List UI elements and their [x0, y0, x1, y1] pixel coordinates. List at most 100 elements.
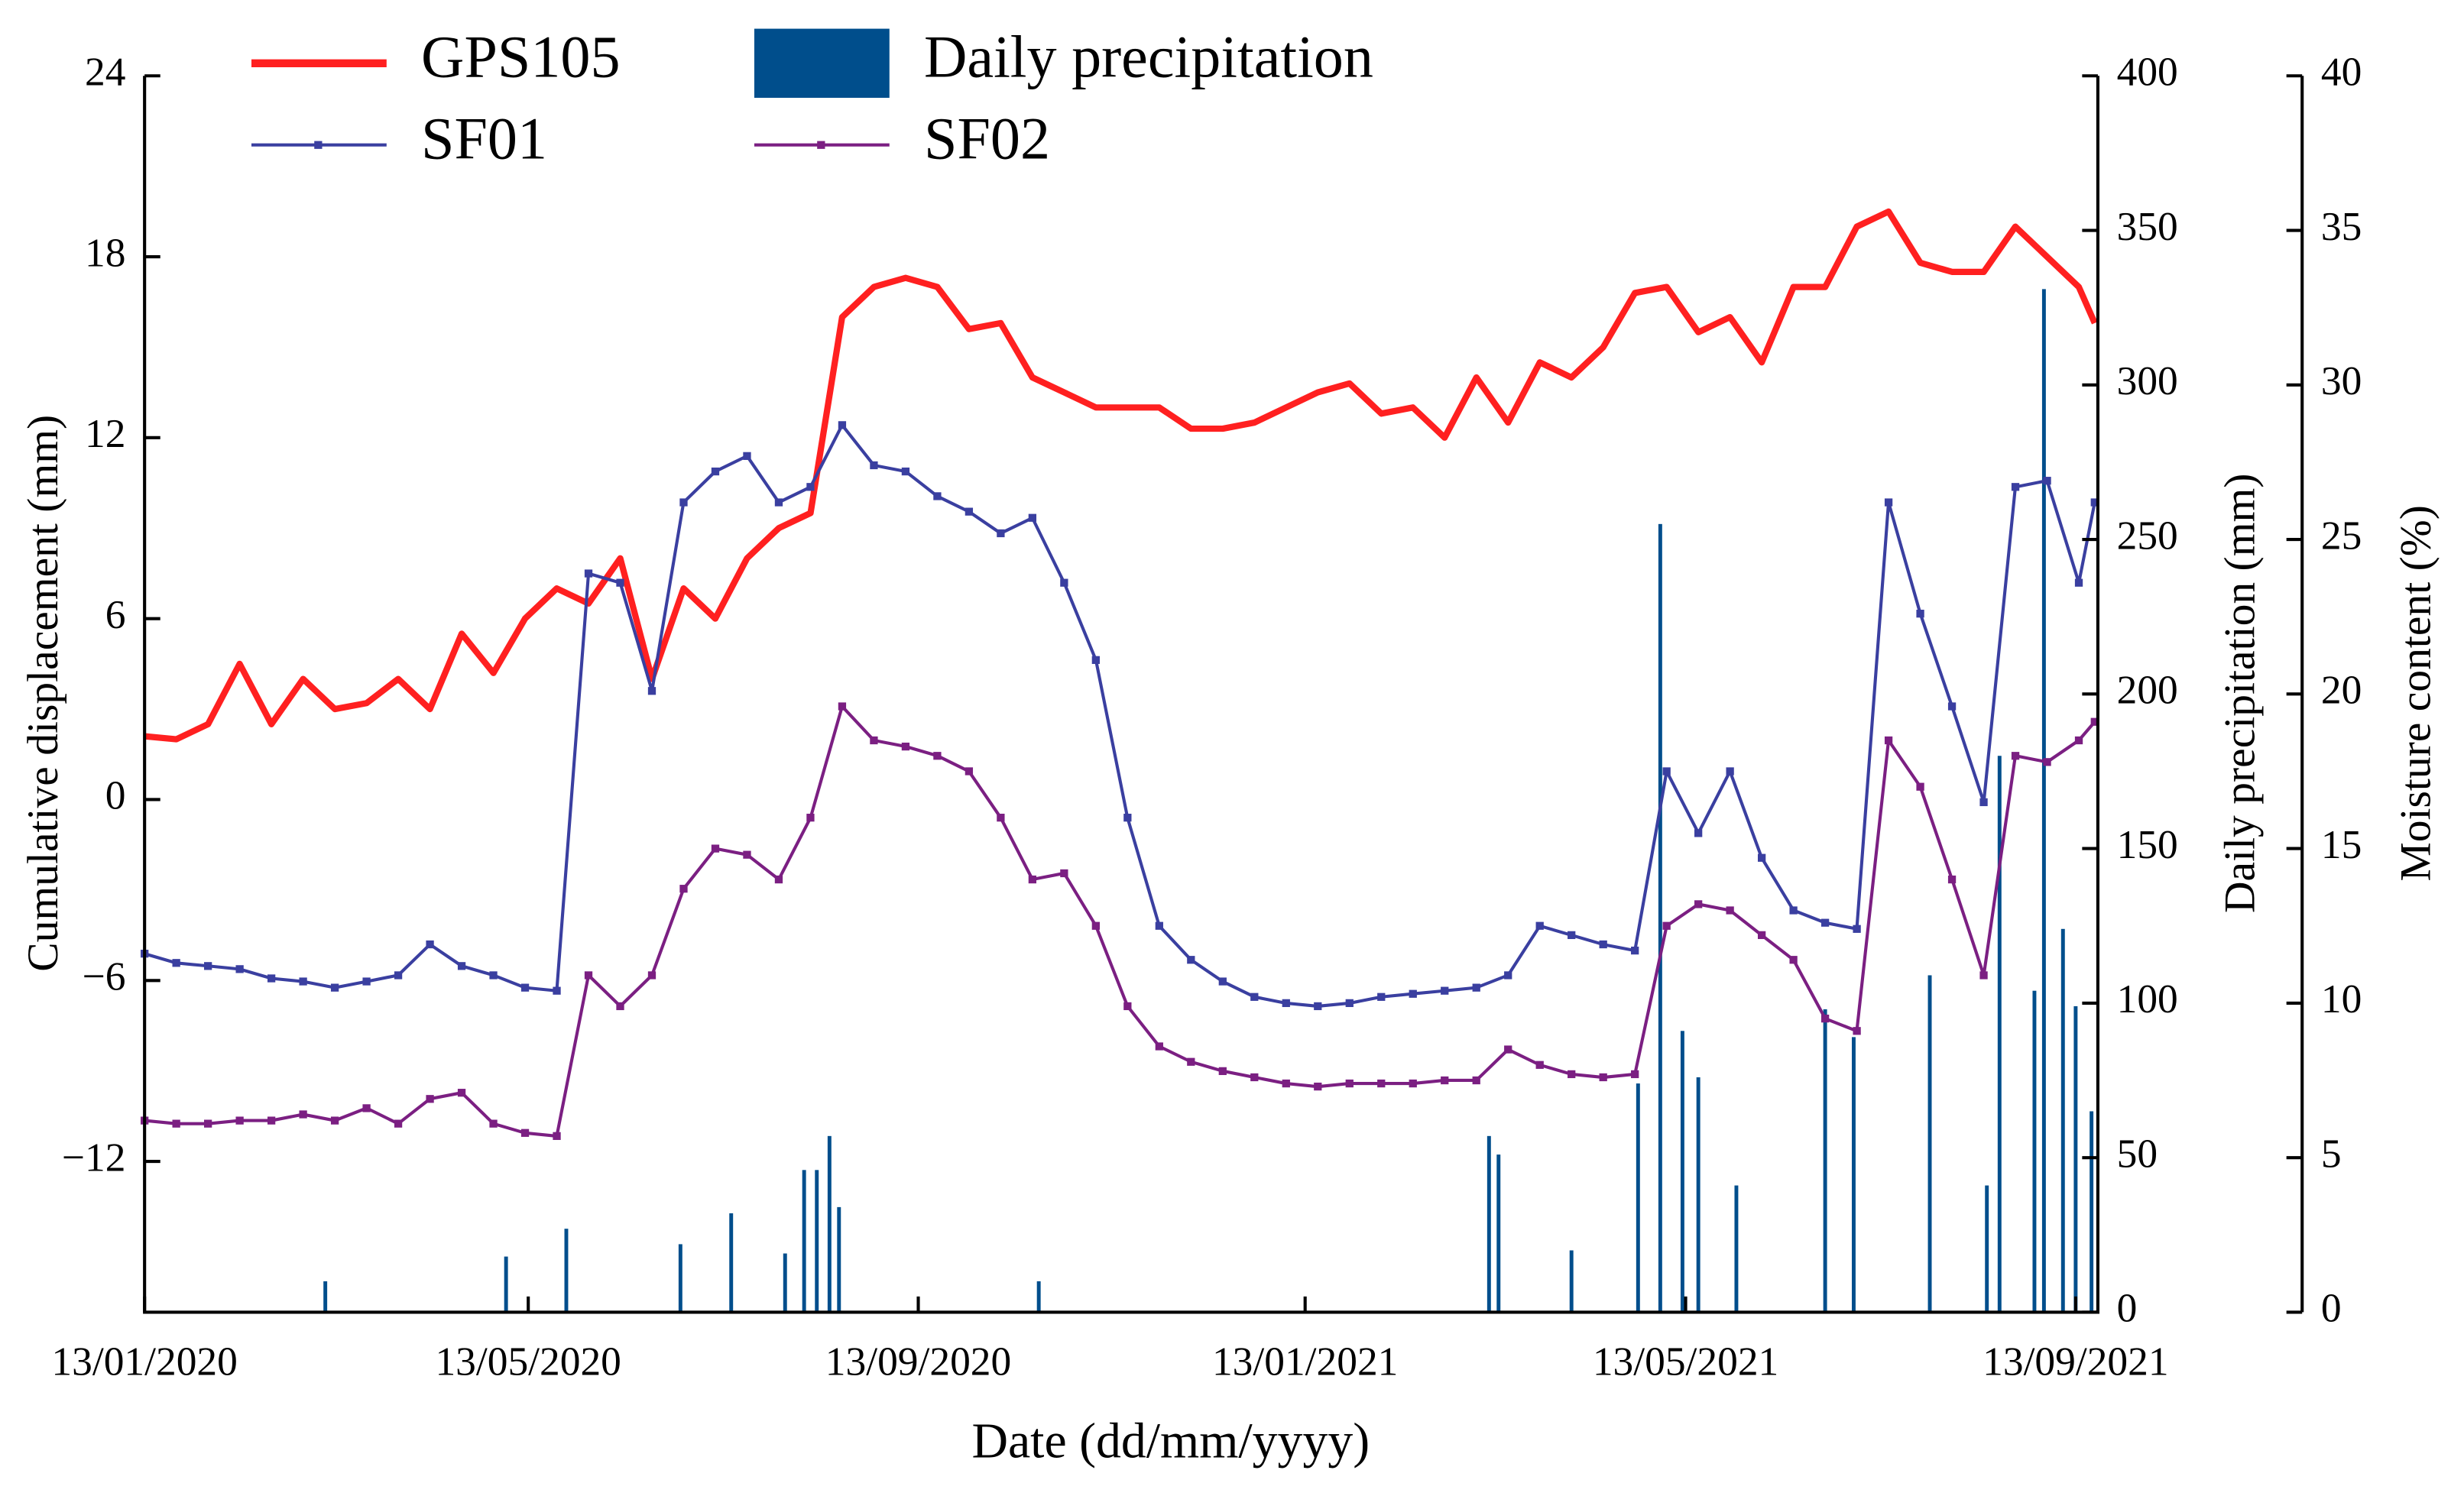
point-marker: [1155, 1042, 1163, 1051]
point-marker: [870, 461, 878, 470]
point-marker: [1726, 906, 1734, 915]
point-marker: [2011, 752, 2020, 760]
precip-bar: [802, 1170, 806, 1313]
y2-tick-label: 0: [2117, 1285, 2138, 1331]
point-marker: [1187, 1057, 1195, 1066]
point-marker: [1947, 702, 1957, 711]
y2-tick-label: 200: [2117, 667, 2178, 713]
x-tick-label: 13/05/2021: [1593, 1339, 1778, 1384]
y3-tick-label: 25: [2321, 512, 2362, 558]
point-marker: [1060, 869, 1068, 878]
point-marker: [838, 421, 847, 429]
precip-bar: [1927, 975, 1932, 1313]
point-marker: [1345, 1079, 1354, 1088]
y2-tick-label: 150: [2117, 821, 2178, 867]
point-marker: [1916, 782, 1924, 791]
y2-tick-label: 400: [2117, 49, 2178, 95]
y3-tick-label: 20: [2321, 667, 2362, 713]
precip-bar: [815, 1170, 819, 1313]
precip-bar: [1496, 1154, 1501, 1313]
point-marker: [1028, 875, 1037, 884]
point-marker: [838, 702, 847, 711]
y2-tick-label: 250: [2117, 512, 2178, 558]
precip-bar: [2032, 990, 2037, 1313]
y3-tick-label: 10: [2321, 976, 2362, 1022]
precip-bar: [2060, 928, 2065, 1313]
point-marker: [1282, 1079, 1290, 1088]
precip-bar: [323, 1281, 328, 1313]
point-marker: [1091, 656, 1100, 664]
point-marker: [362, 1104, 371, 1112]
point-marker: [1155, 921, 1163, 930]
point-marker: [1757, 931, 1766, 940]
precip-bar: [827, 1135, 832, 1313]
point-marker: [1631, 946, 1639, 955]
series-line: [144, 208, 2098, 743]
point-marker: [1504, 1045, 1512, 1054]
x-tick-label: 13/05/2020: [435, 1339, 621, 1384]
point-marker: [1916, 610, 1924, 618]
precip-bar: [1696, 1077, 1700, 1313]
precip-bar: [564, 1229, 569, 1313]
point-marker: [2090, 498, 2099, 507]
point-marker: [204, 962, 212, 970]
x-axis-label: Date (dd/mm/yyyy): [971, 1413, 1370, 1469]
point-marker: [520, 983, 530, 992]
x-tick-label: 13/01/2020: [51, 1339, 237, 1384]
x-tick-label: 13/09/2020: [825, 1339, 1011, 1384]
point-marker: [1060, 578, 1068, 587]
precip-bar: [1636, 1083, 1640, 1313]
precip-bar: [678, 1244, 682, 1313]
precip-bar: [1734, 1185, 1739, 1313]
point-marker: [933, 752, 942, 760]
y-tick-label: −12: [62, 1134, 126, 1180]
precip-bar: [1997, 756, 2002, 1313]
point-marker: [2074, 736, 2083, 745]
point-marker: [774, 875, 783, 884]
point-marker: [584, 971, 593, 980]
point-marker: [647, 687, 657, 695]
point-marker: [457, 962, 466, 970]
point-marker: [1631, 1070, 1639, 1079]
point-marker: [1282, 999, 1290, 1008]
legend-swatch: [754, 28, 890, 99]
x-tick-label: 13/01/2021: [1212, 1339, 1398, 1384]
point-marker: [1820, 1014, 1830, 1023]
point-marker: [1377, 993, 1386, 1001]
point-marker: [997, 814, 1005, 822]
point-marker: [299, 1110, 307, 1119]
legend-label: GPS105: [421, 24, 621, 90]
point-marker: [743, 850, 751, 859]
precip-bar: [1487, 1135, 1491, 1313]
point-marker: [2043, 758, 2051, 766]
point-marker: [1409, 989, 1417, 998]
y-tick-label: 12: [85, 410, 125, 456]
point-marker: [679, 498, 688, 507]
y3-tick-label: 0: [2321, 1285, 2342, 1331]
y3-tick-label: 5: [2321, 1130, 2342, 1176]
point-marker: [711, 844, 720, 853]
precip-bar: [1851, 1037, 1856, 1313]
y3-axis-label: Moisture content (%): [2392, 505, 2440, 881]
point-marker: [2074, 578, 2083, 587]
point-marker: [1662, 921, 1671, 930]
precip-bar: [837, 1206, 841, 1313]
point-marker: [1314, 1082, 1322, 1091]
point-marker: [616, 578, 624, 587]
point-marker: [1694, 829, 1703, 837]
legend-label: SF02: [924, 105, 1050, 172]
point-marker: [1472, 983, 1480, 992]
point-marker: [1187, 956, 1195, 964]
point-marker: [204, 1119, 212, 1128]
precip-bar: [1658, 523, 1662, 1313]
point-marker: [1599, 940, 1607, 949]
point-marker: [1820, 918, 1830, 927]
point-marker: [172, 1119, 180, 1128]
y-axis-label: Cumulative displacement (mm): [19, 415, 67, 972]
point-marker: [1694, 900, 1703, 908]
y3-tick-label: 30: [2321, 358, 2362, 403]
legend-marker: [314, 141, 323, 149]
point-marker: [1979, 971, 1988, 980]
point-marker: [2043, 477, 2051, 485]
precip-bar: [2041, 289, 2046, 1313]
